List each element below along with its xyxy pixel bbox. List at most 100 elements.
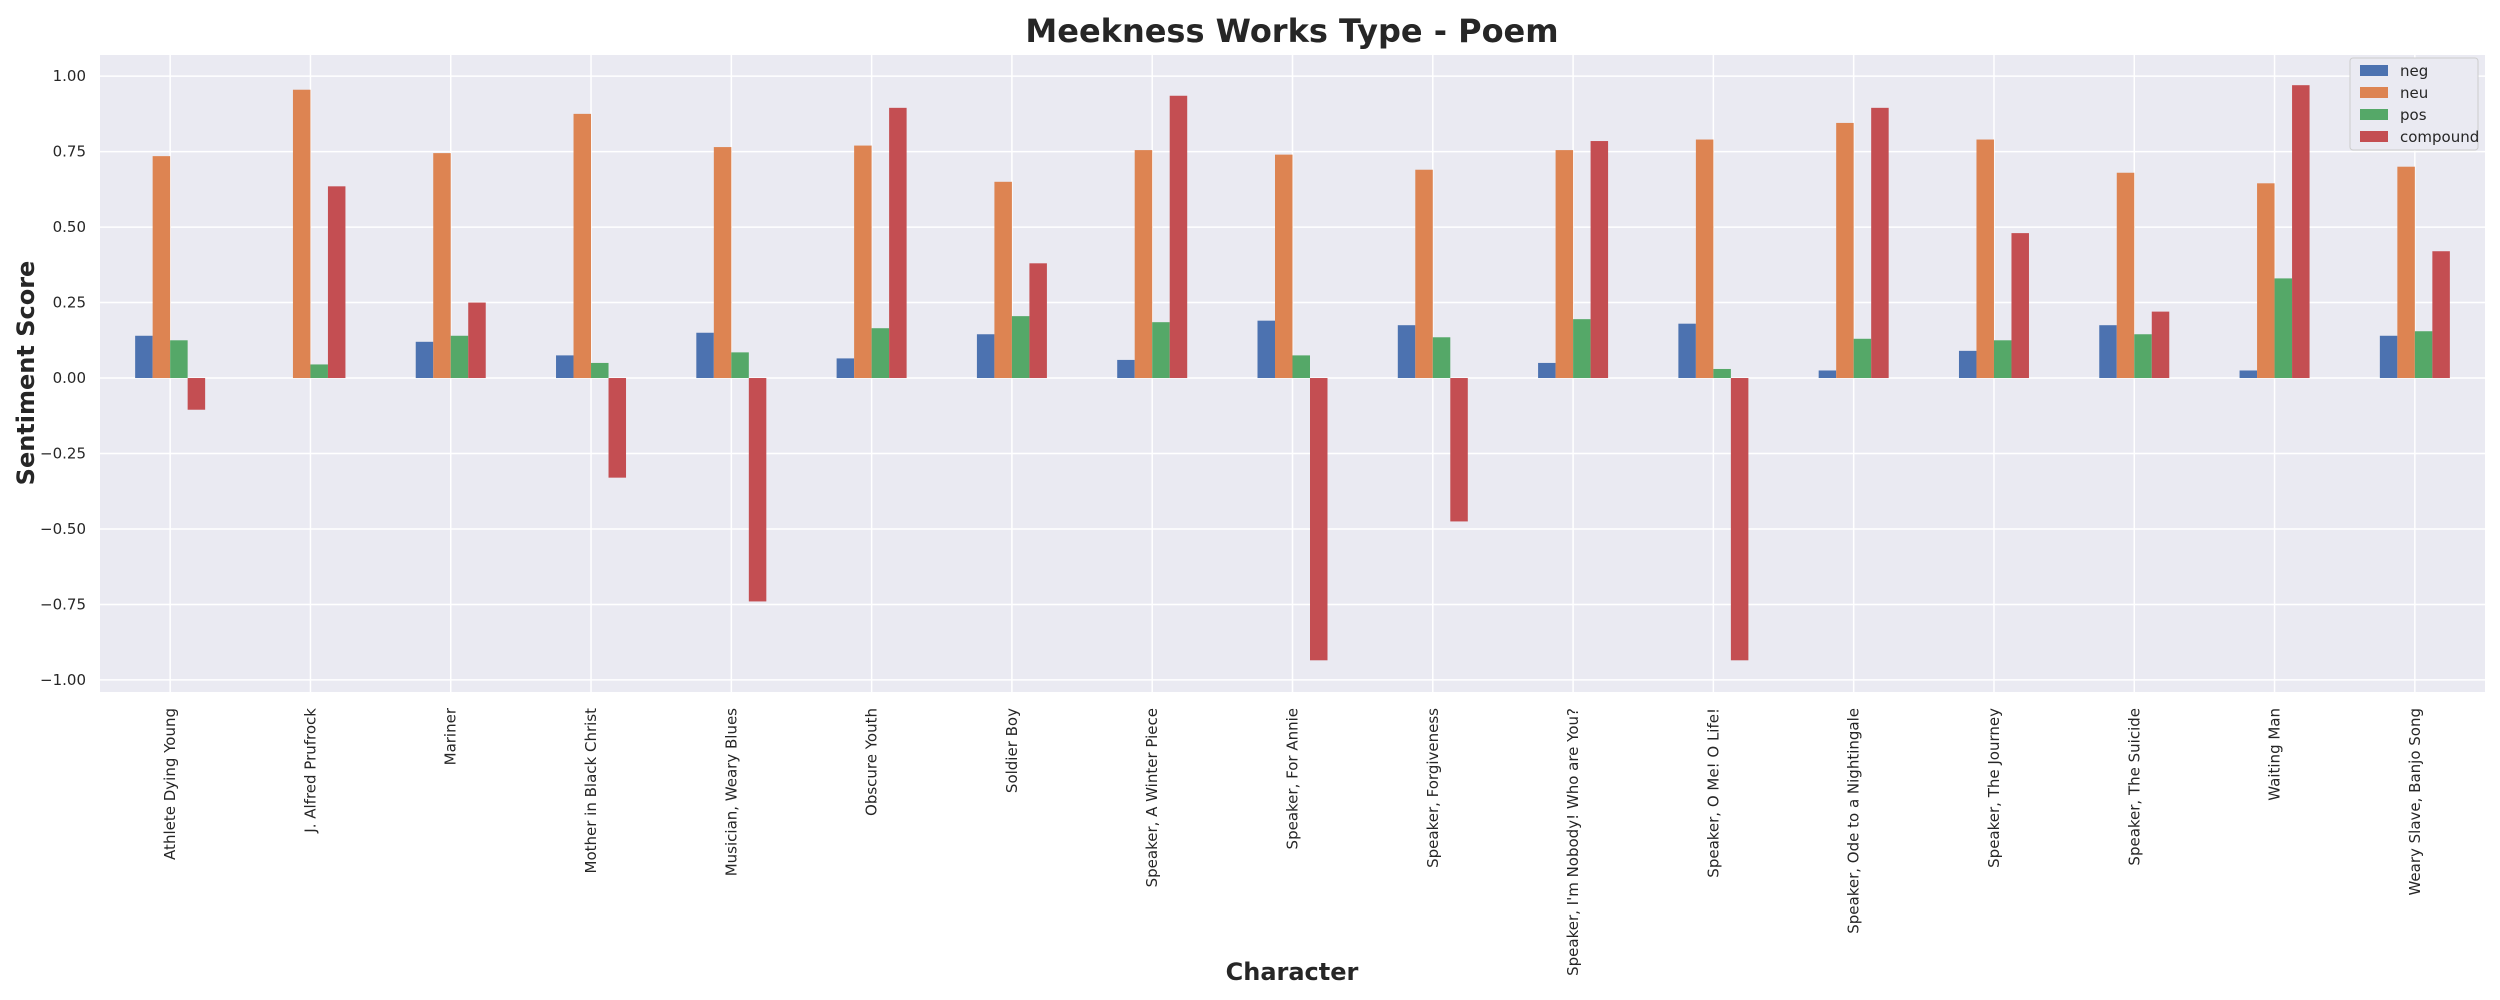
bar-neg bbox=[1257, 320, 1275, 379]
y-tick-label: 1.00 bbox=[53, 67, 86, 85]
bar-compound bbox=[468, 302, 486, 379]
bar-neu bbox=[1555, 150, 1574, 379]
bar-neg bbox=[976, 334, 995, 379]
x-tick-label: J. Alfred Prufrock bbox=[301, 708, 319, 834]
bar-neg bbox=[1538, 362, 1556, 379]
x-tick-label: Mother in Black Christ bbox=[582, 708, 600, 874]
bar-neg bbox=[415, 341, 434, 379]
bar-neu bbox=[1836, 122, 1854, 379]
bar-neg bbox=[696, 332, 714, 379]
y-tick-label: 0.50 bbox=[53, 218, 86, 236]
x-tick-label: Waiting Man bbox=[2266, 708, 2284, 801]
legend-swatch-pos bbox=[2360, 109, 2388, 120]
legend-swatch-compound bbox=[2360, 131, 2388, 142]
bar-pos bbox=[871, 328, 890, 379]
bar-compound bbox=[1310, 378, 1328, 661]
bar-neu bbox=[2257, 183, 2275, 379]
bar-compound bbox=[1450, 378, 1468, 522]
x-tick-label: Musician, Weary Blues bbox=[722, 708, 740, 876]
bar-compound bbox=[1169, 95, 1188, 379]
x-tick-label: Speaker, The Journey bbox=[1985, 708, 2003, 868]
x-tick-labels: Athlete Dying Young J. Alfred Prufrock Mar… bbox=[161, 707, 2424, 976]
legend-label-pos: pos bbox=[2400, 106, 2427, 124]
x-axis-label: Character bbox=[1226, 958, 1359, 986]
legend-swatch-neg bbox=[2360, 65, 2388, 76]
bar-neg bbox=[1397, 325, 1416, 379]
bar-pos bbox=[2414, 331, 2433, 379]
legend: neg neu pos compound bbox=[2349, 57, 2479, 151]
bar-compound bbox=[1730, 378, 1749, 661]
bar-compound bbox=[1590, 141, 1609, 379]
bar-neu bbox=[2116, 172, 2135, 379]
y-tick-label: −1.00 bbox=[40, 671, 86, 689]
bar-pos bbox=[1993, 340, 2012, 379]
bar-compound bbox=[327, 186, 346, 379]
bar-neg bbox=[2099, 325, 2117, 379]
y-tick-label: −0.50 bbox=[40, 520, 86, 538]
bar-neg bbox=[2379, 335, 2398, 379]
x-tick-label: Soldier Boy bbox=[1003, 708, 1021, 793]
bar-compound bbox=[2432, 251, 2450, 379]
bar-neu bbox=[994, 181, 1012, 379]
bar-neg bbox=[135, 335, 153, 379]
bar-pos bbox=[170, 340, 188, 379]
bar-pos bbox=[1713, 368, 1731, 379]
bars bbox=[135, 85, 2450, 661]
bar-pos bbox=[2134, 334, 2152, 379]
bar-neg bbox=[1117, 359, 1135, 379]
bar-neu bbox=[1415, 169, 1433, 379]
legend-box bbox=[2349, 57, 2479, 151]
y-tick-label: −0.25 bbox=[40, 445, 86, 463]
bar-pos bbox=[731, 352, 749, 379]
bar-compound bbox=[2151, 311, 2170, 379]
bar-compound bbox=[2292, 85, 2310, 379]
x-tick-label: Speaker, The Suicide bbox=[2125, 708, 2143, 866]
x-tick-label: Speaker, Forgiveness bbox=[1424, 708, 1442, 868]
x-tick-label: Mariner bbox=[442, 707, 460, 765]
bar-neu bbox=[152, 156, 171, 379]
x-tick-label: Speaker, I'm Nobody! Who are You? bbox=[1564, 708, 1582, 976]
bar-compound bbox=[608, 378, 627, 478]
bar-neu bbox=[854, 145, 872, 379]
bar-neu bbox=[1275, 154, 1293, 379]
bar-neg bbox=[1818, 370, 1837, 379]
chart-title: Meekness Works Type - Poem bbox=[1025, 12, 1558, 50]
y-tick-labels: 1.00 0.75 0.50 0.25 0.00 −0.25 −0.50 −0.75 −1.00 bbox=[40, 67, 86, 689]
bar-neu bbox=[713, 147, 732, 379]
x-tick-label: Speaker, For Annie bbox=[1284, 708, 1302, 849]
bar-neu bbox=[433, 153, 451, 379]
y-tick-label: 0.75 bbox=[53, 143, 86, 161]
bar-pos bbox=[450, 335, 469, 379]
bar-neg bbox=[1958, 350, 1977, 379]
bar-pos bbox=[310, 364, 328, 379]
y-axis-label: Sentiment Score bbox=[12, 261, 40, 486]
x-tick-label: Weary Slave, Banjo Song bbox=[2406, 708, 2424, 896]
bar-compound bbox=[1029, 263, 1047, 379]
x-tick-label: Speaker, A Winter Piece bbox=[1143, 708, 1161, 887]
bar-pos bbox=[2274, 278, 2293, 379]
bar-pos bbox=[1152, 322, 1170, 379]
x-tick-label: Obscure Youth bbox=[863, 708, 881, 816]
bar-neu bbox=[2397, 166, 2415, 379]
y-tick-label: 0.25 bbox=[53, 294, 86, 312]
bar-neg bbox=[556, 355, 574, 379]
bar-pos bbox=[1292, 355, 1310, 379]
legend-label-neu: neu bbox=[2400, 84, 2428, 102]
bar-compound bbox=[889, 107, 907, 379]
y-tick-label: 0.00 bbox=[53, 369, 86, 387]
bar-pos bbox=[1853, 338, 1872, 379]
bar-pos bbox=[591, 362, 609, 379]
x-tick-label: Speaker, Ode to a Nightingale bbox=[1845, 708, 1863, 934]
bar-compound bbox=[1871, 107, 1889, 379]
bar-neu bbox=[573, 113, 592, 379]
bar-pos bbox=[1432, 337, 1451, 379]
bar-compound bbox=[187, 378, 206, 410]
bar-neg bbox=[2239, 370, 2258, 379]
bar-neu bbox=[292, 89, 311, 379]
y-tick-label: −0.75 bbox=[40, 595, 86, 613]
legend-swatch-neu bbox=[2360, 87, 2388, 98]
bar-pos bbox=[1011, 316, 1030, 379]
legend-label-compound: compound bbox=[2400, 128, 2479, 146]
bar-neg bbox=[836, 358, 855, 379]
